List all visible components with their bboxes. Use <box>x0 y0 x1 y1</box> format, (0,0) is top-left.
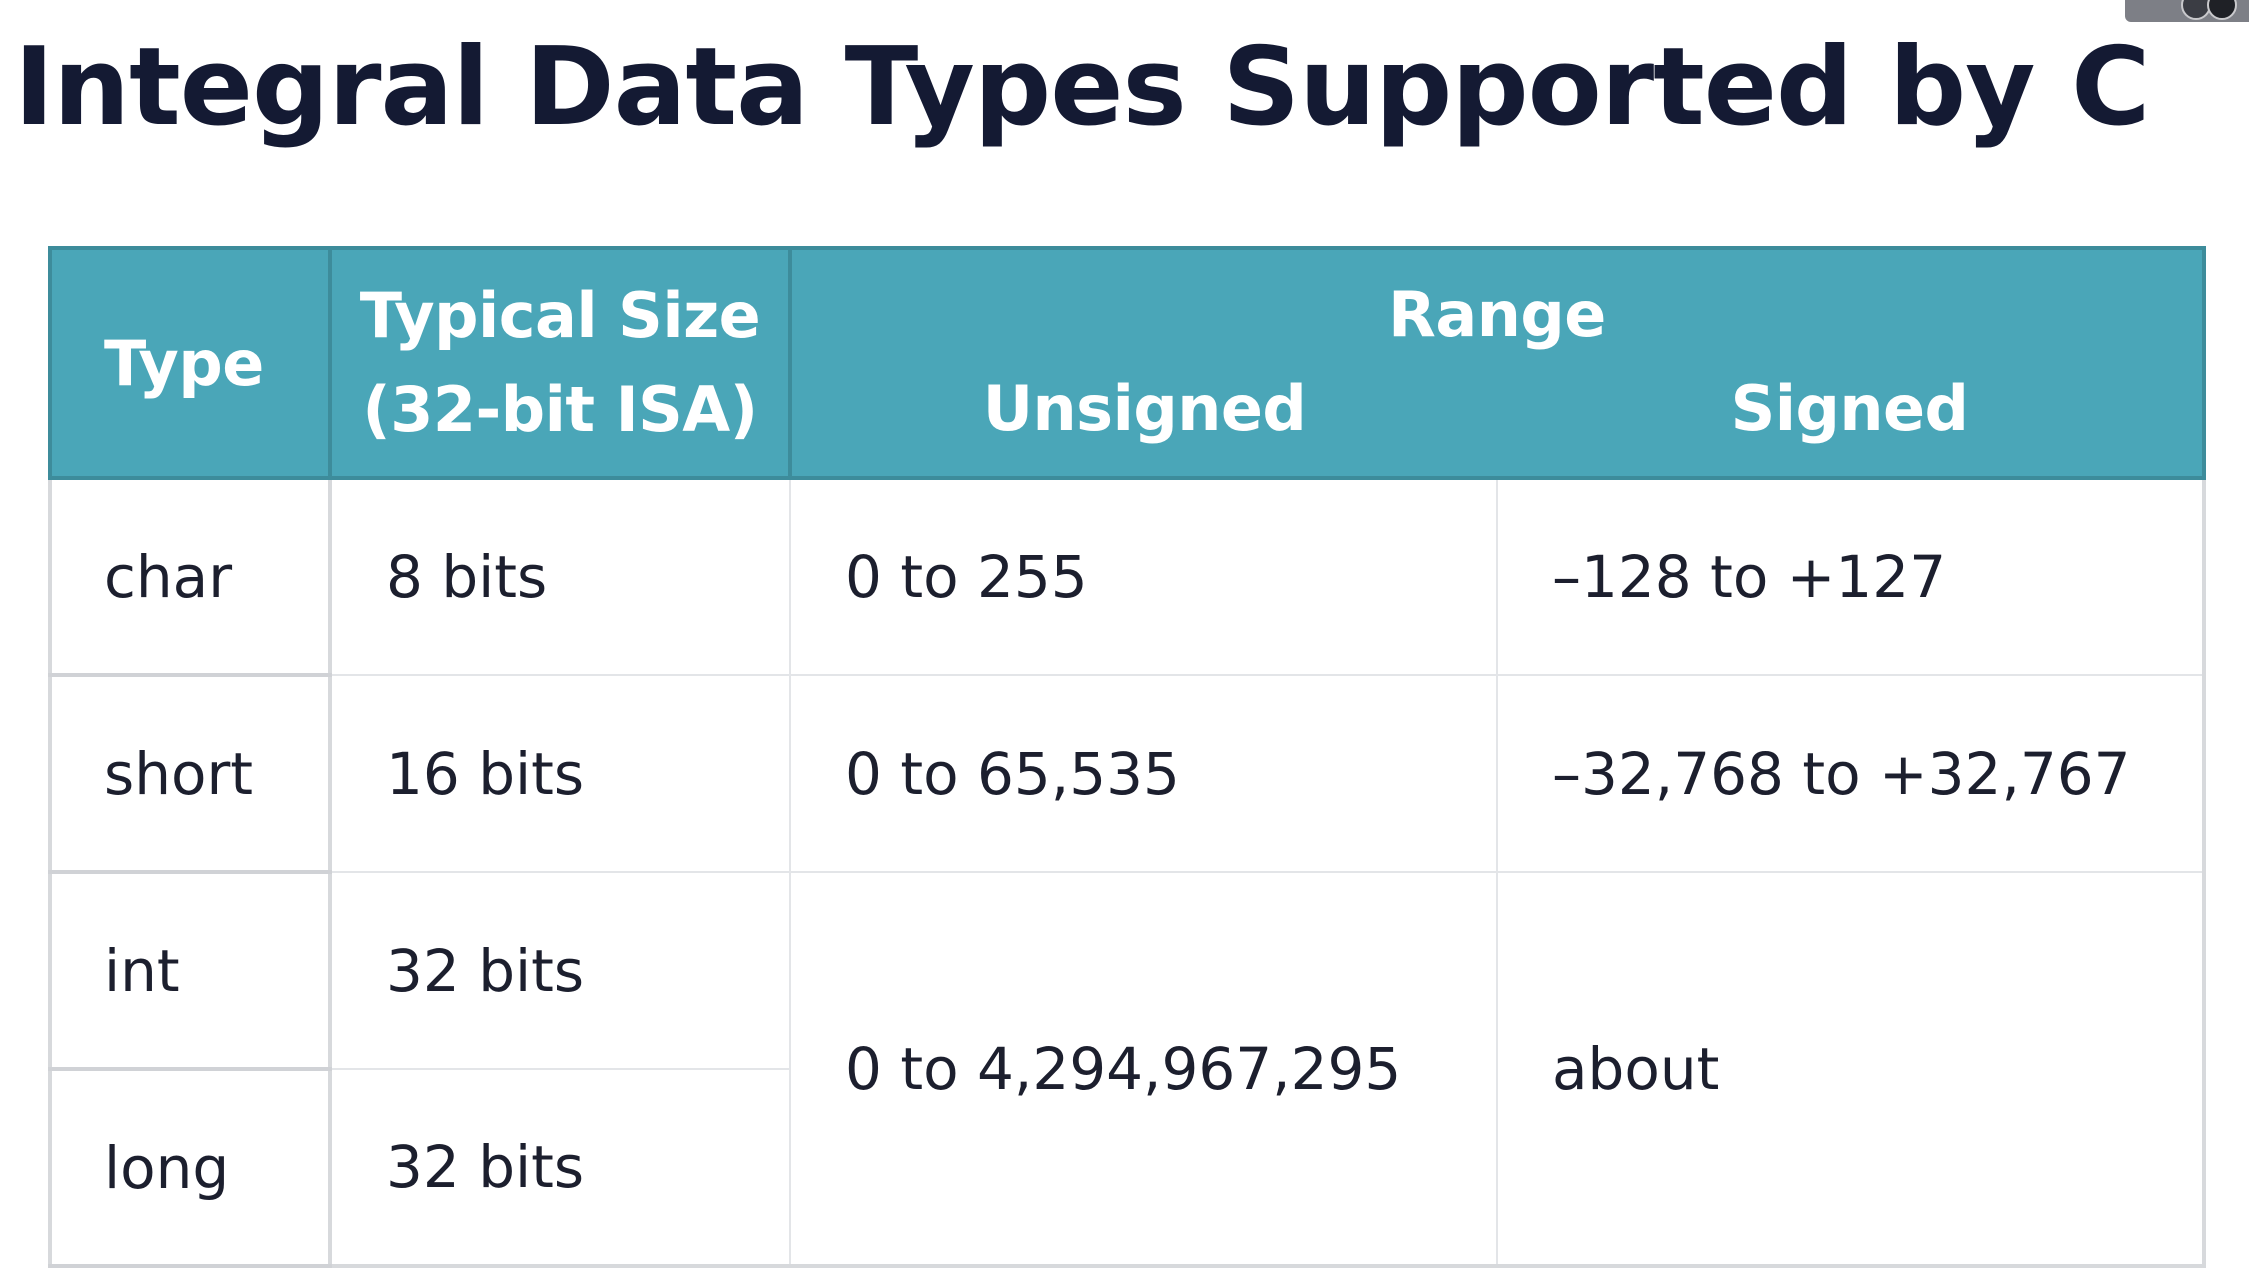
header-type: Type <box>48 246 332 480</box>
cell-unsigned-range-merged: 0 to 4,294,967,295 <box>789 871 1498 1267</box>
cell-unsigned-range: 0 to 65,535 <box>789 674 1498 873</box>
table-row-int: int 32 bits 0 to 4,294,967,295 about <box>49 871 2205 1267</box>
header-typical-size-line1: Typical Size <box>359 279 761 352</box>
camera-icon <box>2207 0 2237 20</box>
header-typical-size: Typical Size (32-bit ISA) <box>328 246 792 480</box>
header-signed: Signed <box>1730 372 1969 445</box>
table-row-short: short 16 bits 0 to 65,535 –32,768 to +32… <box>49 674 2205 874</box>
integral-types-table: Type Typical Size (32-bit ISA) Range Uns… <box>48 246 2206 1268</box>
cell-type: int <box>49 871 332 1071</box>
header-range-title: Range <box>1388 278 1606 351</box>
slide-title: Integral Data Types Supported by C <box>14 25 2150 150</box>
cell-signed-range: –32,768 to +32,767 <box>1496 674 2205 873</box>
header-typical-size-line2: (32-bit ISA) <box>362 373 758 446</box>
cell-type: long <box>49 1068 332 1268</box>
cell-type: char <box>49 477 332 677</box>
cell-unsigned-range: 0 to 255 <box>789 477 1498 676</box>
table-row-long: long 32 bits <box>49 1068 2204 1268</box>
cell-size: 8 bits <box>329 477 791 676</box>
video-overlay-widget[interactable] <box>2125 0 2249 22</box>
header-unsigned: Unsigned <box>982 372 1307 445</box>
table-row-char: char 8 bits 0 to 255 –128 to +127 <box>49 477 2205 677</box>
cell-type: short <box>49 674 332 874</box>
cell-size: 16 bits <box>329 674 791 873</box>
cell-signed-range: –128 to +127 <box>1496 477 2205 676</box>
cell-signed-range-merged: about <box>1496 871 2205 1267</box>
cell-size: 32 bits <box>329 871 791 1070</box>
table-header-row: Type Typical Size (32-bit ISA) Range Uns… <box>48 246 2206 480</box>
header-range: Range Unsigned Signed <box>788 246 2206 480</box>
cell-size: 32 bits <box>329 1068 791 1267</box>
